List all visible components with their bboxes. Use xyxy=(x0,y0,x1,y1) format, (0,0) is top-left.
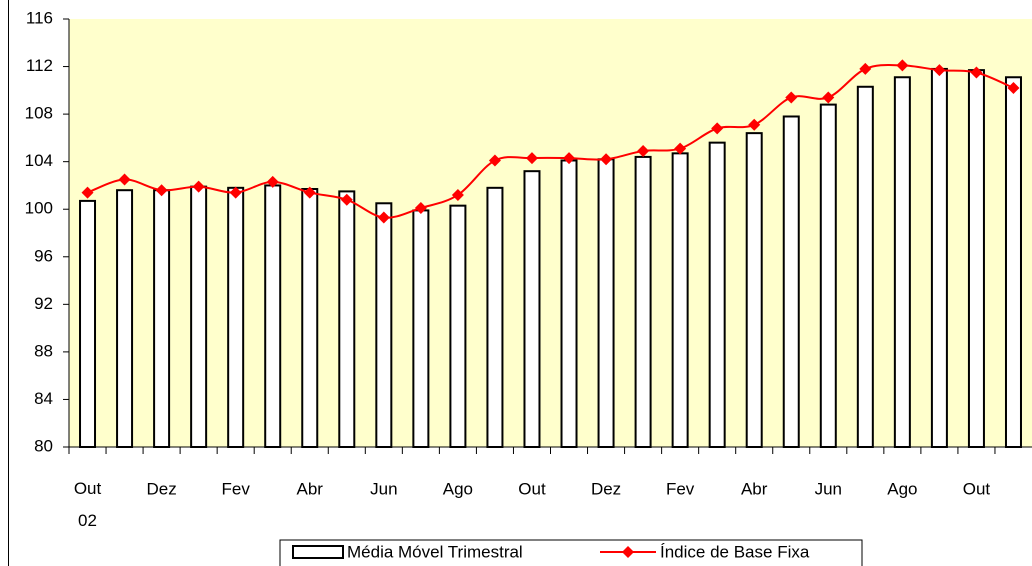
bar xyxy=(856,85,874,449)
bar xyxy=(930,67,948,449)
x-tick-label: Abr xyxy=(297,479,324,498)
y-tick-label: 88 xyxy=(34,341,53,360)
x-tick-label: Out xyxy=(963,479,991,498)
y-tick-label: 96 xyxy=(34,246,53,265)
point-marker xyxy=(600,153,613,166)
point-marker xyxy=(377,211,390,224)
x-tick-label: Jun xyxy=(370,479,397,498)
point-marker xyxy=(340,193,353,206)
point-marker xyxy=(859,62,872,75)
point-marker xyxy=(748,118,761,131)
bar xyxy=(412,209,430,448)
y-tick-label: 84 xyxy=(34,389,53,408)
legend-label: Média Móvel Trimestral xyxy=(347,542,523,561)
x-tick-label: Fev xyxy=(222,479,251,498)
legend: Média Móvel Trimestral Índice de Base Fix… xyxy=(279,539,863,566)
bar xyxy=(708,141,726,448)
bar xyxy=(79,199,97,448)
bar xyxy=(449,204,467,448)
x-tick-label: Out xyxy=(518,479,546,498)
point-marker xyxy=(674,142,687,155)
y-tick-label: 108 xyxy=(25,104,53,123)
point-marker xyxy=(414,202,427,215)
bar xyxy=(227,186,245,448)
bar xyxy=(190,185,208,448)
bar xyxy=(893,76,911,448)
x-tick-label: Out 02 xyxy=(74,479,102,530)
x-tick-label: Abr xyxy=(741,479,768,498)
bar xyxy=(523,170,541,449)
bar xyxy=(819,103,837,448)
legend-label: Índice de Base Fixa xyxy=(660,542,810,561)
point-marker xyxy=(192,180,205,193)
point-marker xyxy=(711,122,724,135)
bar xyxy=(338,190,356,448)
plot-area xyxy=(69,19,1032,447)
bar xyxy=(560,159,578,448)
y-tick-label: 116 xyxy=(26,8,53,27)
legend-marker xyxy=(622,546,634,558)
point-marker xyxy=(563,152,576,165)
point-marker xyxy=(488,154,501,167)
point-marker xyxy=(229,186,242,199)
point-marker xyxy=(451,188,464,201)
bar xyxy=(782,115,800,448)
y-tick-label: 112 xyxy=(26,56,53,75)
bar xyxy=(1004,76,1022,448)
bar xyxy=(671,152,689,448)
point-marker xyxy=(1007,81,1020,94)
point-marker xyxy=(637,144,650,157)
bar xyxy=(745,132,763,448)
bar xyxy=(264,184,282,448)
point-marker xyxy=(822,91,835,104)
x-tick-label: Dez xyxy=(146,479,176,498)
x-tick-label: Dez xyxy=(591,479,621,498)
point-marker xyxy=(525,152,538,165)
y-tick-label: 92 xyxy=(34,294,53,313)
bar xyxy=(634,155,652,449)
bar xyxy=(301,188,319,448)
y-tick-label: 100 xyxy=(25,199,53,218)
point-marker xyxy=(933,64,946,77)
bar xyxy=(486,186,504,448)
legend-swatch xyxy=(292,545,344,559)
bar xyxy=(597,158,615,449)
point-marker xyxy=(970,66,983,79)
bar xyxy=(967,69,985,448)
point-marker xyxy=(81,186,94,199)
bar xyxy=(375,202,393,448)
point-marker xyxy=(785,91,798,104)
y-tick-label: 104 xyxy=(25,151,53,170)
bar xyxy=(116,189,134,448)
bar xyxy=(153,189,171,448)
y-tick-label: 80 xyxy=(34,436,53,455)
x-tick-label: Ago xyxy=(443,479,473,498)
x-tick-label: Fev xyxy=(666,479,695,498)
legend-box xyxy=(279,539,863,566)
point-marker xyxy=(266,175,279,188)
point-marker xyxy=(118,173,131,186)
point-marker xyxy=(155,184,168,197)
point-marker xyxy=(896,59,909,72)
x-tick-label: Jun xyxy=(815,479,842,498)
x-tick-label: Ago xyxy=(887,479,917,498)
point-marker xyxy=(303,186,316,199)
